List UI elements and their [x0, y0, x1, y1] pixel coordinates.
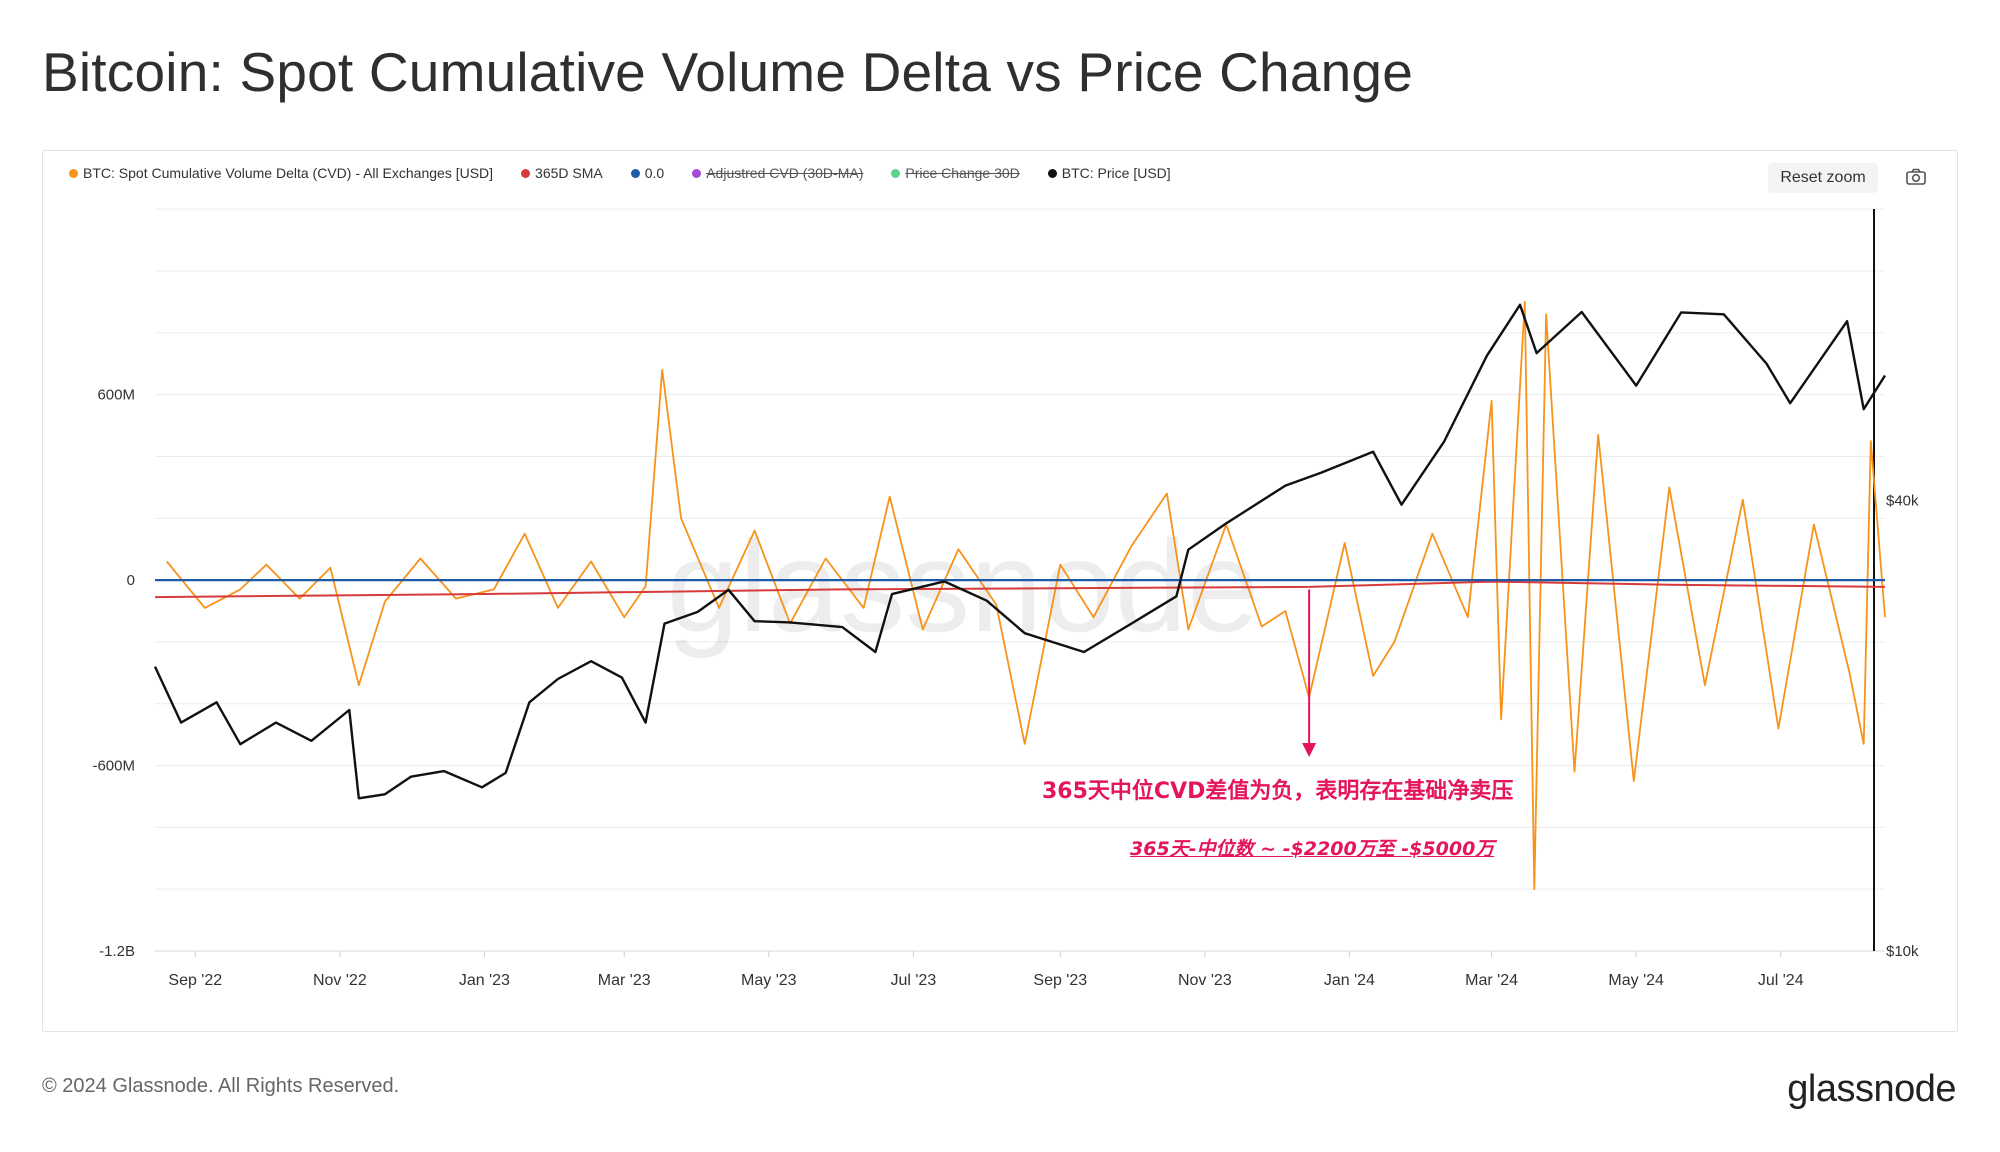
- x-tick-label: Mar '23: [598, 972, 651, 989]
- x-tick-label: Jan '23: [459, 972, 510, 989]
- x-tick-label: Jul '24: [1758, 972, 1804, 989]
- y-left-tick-label: 0: [127, 572, 135, 589]
- x-tick-label: Jan '24: [1324, 972, 1375, 989]
- x-tick-label: Nov '23: [1178, 972, 1232, 989]
- legend-marker-zero-line: [630, 168, 640, 178]
- y-left-tick-label: 600M: [97, 387, 135, 404]
- x-tick-label: Sep '23: [1033, 972, 1087, 989]
- series-line-1: [154, 580, 1886, 599]
- x-tick-label: May '23: [741, 972, 797, 989]
- camera-icon[interactable]: [1904, 165, 1928, 189]
- x-tick-label: May '24: [1608, 972, 1664, 989]
- legend-item-btc-price[interactable]: BTC: Price [USD]: [1047, 165, 1171, 181]
- series-line-3: [153, 303, 1887, 800]
- camera-icon-glyph: [1906, 168, 1926, 185]
- x-tick-label: Nov '22: [313, 972, 367, 989]
- legend-label-adjusted-cvd: Adjustred CVD (30D-MA): [706, 165, 864, 181]
- legend-label-btc-price: BTC: Price [USD]: [1061, 165, 1171, 181]
- legend-label-365d-sma: 365D SMA: [535, 165, 603, 181]
- legend-item-adjusted-cvd[interactable]: Adjustred CVD (30D-MA): [692, 165, 863, 181]
- y-left-tick-label: -1.2B: [99, 943, 135, 960]
- y-right-tick-label: $10k: [1886, 943, 1919, 960]
- legend-item-price-change-30d[interactable]: Price Change 30D: [891, 165, 1020, 181]
- legend-label-cvd: BTC: Spot Cumulative Volume Delta (CVD) …: [83, 165, 494, 181]
- chart-legend: BTC: Spot Cumulative Volume Delta (CVD) …: [69, 165, 1171, 181]
- legend-marker-price-change-30d: [891, 168, 901, 178]
- x-tick-label: Sep '22: [168, 972, 222, 989]
- legend-item-zero-line[interactable]: 0.0: [630, 165, 665, 181]
- legend-marker-btc-price: [1047, 168, 1057, 178]
- annotation-arrow-head: [1302, 743, 1317, 757]
- page-title: Bitcoin: Spot Cumulative Volume Delta vs…: [42, 41, 1413, 103]
- legend-label-zero-line: 0.0: [644, 165, 665, 181]
- watermark-text: glassnode: [667, 513, 1260, 659]
- x-tick-label: Jul '23: [890, 972, 936, 989]
- chart-panel: BTC: Spot Cumulative Volume Delta (CVD) …: [42, 150, 1958, 1032]
- chart-plot-area: glassnode 600M 0 -600M -1.2B $40k $10k Sep '22 N…: [92, 208, 1919, 989]
- reset-zoom-button[interactable]: Reset zoom: [1768, 163, 1878, 193]
- legend-marker-adjusted-cvd: [692, 168, 702, 178]
- legend-marker-365d-sma: [521, 168, 531, 178]
- y-right-tick-label: $40k: [1886, 493, 1919, 510]
- legend-item-365d-sma[interactable]: 365D SMA: [521, 165, 603, 181]
- annotation-main-text: 365天中位CVD差值为负，表明存在基础净卖压: [1042, 779, 1514, 804]
- legend-item-cvd[interactable]: BTC: Spot Cumulative Volume Delta (CVD) …: [69, 165, 493, 181]
- series-line-0: [166, 301, 1886, 891]
- x-tick-label: Mar '24: [1465, 972, 1518, 989]
- y-left-tick-label: -600M: [92, 758, 135, 775]
- legend-label-price-change-30d: Price Change 30D: [905, 165, 1020, 181]
- copyright-text: © 2024 Glassnode. All Rights Reserved.: [42, 1075, 400, 1097]
- annotation-sub-text: 365天-中位数 ~ -$2200万至 -$5000万: [1130, 838, 1495, 860]
- glassnode-logo: glassnode: [1787, 1068, 1956, 1110]
- legend-marker-cvd: [69, 168, 78, 178]
